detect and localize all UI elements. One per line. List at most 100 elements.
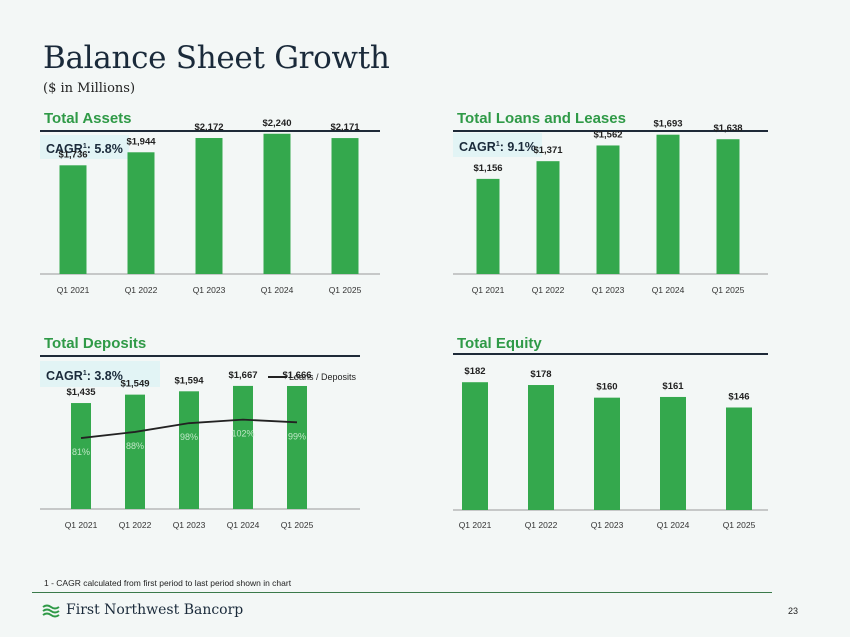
assets-cagr-sup: 1 <box>82 143 87 150</box>
deposits-rule <box>40 355 360 357</box>
loans-tick-label: Q1 2024 <box>652 285 685 295</box>
loans-tick-label: Q1 2023 <box>592 285 625 295</box>
footer-rule <box>32 592 772 593</box>
assets-tick-label: Q1 2025 <box>329 285 362 295</box>
deposits-cagr: CAGR1: 3.8% <box>40 361 160 387</box>
deposits-tick-label: Q1 2023 <box>173 520 206 530</box>
deposits-ratio-label: 88% <box>126 441 144 451</box>
deposits-tick-label: Q1 2024 <box>227 520 260 530</box>
loans-value-label: $1,638 <box>713 123 742 134</box>
deposits-tick-label: Q1 2021 <box>65 520 98 530</box>
equity-value-label: $182 <box>464 366 485 377</box>
deposits-tick-label: Q1 2025 <box>281 520 314 530</box>
loans-bar <box>476 178 500 274</box>
loans-tick-label: Q1 2021 <box>472 285 505 295</box>
deposits-legend-label: Loans / Deposits <box>289 372 357 382</box>
equity-tick-label: Q1 2025 <box>723 520 756 530</box>
deposits-ratio-label: 102% <box>231 429 254 439</box>
company-name: First Northwest Bancorp <box>66 602 244 618</box>
deposits-cagr-value: : 3.8% <box>86 369 123 384</box>
assets-cagr-label: CAGR <box>46 142 83 157</box>
equity-title: Total Equity <box>457 335 542 352</box>
equity-bar <box>528 385 554 510</box>
loans-rule <box>453 130 768 132</box>
assets-title: Total Assets <box>44 110 132 127</box>
assets-value-label: $1,944 <box>126 136 156 147</box>
loans-bar <box>716 139 740 274</box>
deposits-value-label: $1,594 <box>174 375 204 386</box>
company-logo: First Northwest Bancorp <box>42 602 243 618</box>
loans-tick-label: Q1 2025 <box>712 285 745 295</box>
assets-panel: Total Assets CAGR1: 5.8% $1,736 Q1 2021 $1… <box>40 110 380 300</box>
assets-tick-label: Q1 2024 <box>261 285 294 295</box>
equity-rule <box>453 353 768 355</box>
equity-value-label: $161 <box>662 381 684 392</box>
assets-bar <box>127 152 155 274</box>
deposits-ratio-label: 81% <box>72 447 90 457</box>
loans-value-label: $1,371 <box>533 145 563 156</box>
equity-value-label: $178 <box>530 369 551 380</box>
assets-tick-label: Q1 2021 <box>57 285 90 295</box>
deposits-ratio-label: 99% <box>288 431 306 441</box>
equity-bar <box>726 407 752 510</box>
page-number: 23 <box>788 606 799 616</box>
wave-icon <box>42 604 60 618</box>
deposits-tick-label: Q1 2022 <box>119 520 152 530</box>
loans-value-label: $1,156 <box>473 163 502 174</box>
loans-bar <box>536 161 560 274</box>
loans-cagr: CAGR1: 9.1% <box>453 133 542 157</box>
assets-chart: $1,736 Q1 2021 $1,944 Q1 2022 $2,172 Q1 2023 $… <box>40 118 380 295</box>
assets-tick-label: Q1 2022 <box>125 285 158 295</box>
loans-panel: Total Loans and Leases CAGR1: 9.1% $1,15… <box>453 110 768 300</box>
deposits-bar <box>71 403 91 509</box>
assets-tick-label: Q1 2023 <box>193 285 226 295</box>
equity-bar <box>462 382 488 510</box>
loans-title: Total Loans and Leases <box>457 110 626 127</box>
deposits-value-label: $1,435 <box>66 387 96 398</box>
deposits-title: Total Deposits <box>44 335 147 352</box>
loans-bar <box>656 134 680 274</box>
deposits-cagr-label: CAGR <box>46 369 83 384</box>
assets-bar <box>331 138 359 274</box>
equity-value-label: $146 <box>728 391 749 402</box>
deposits-bar <box>125 394 145 509</box>
loans-cagr-sup: 1 <box>495 141 500 148</box>
equity-bar <box>660 396 686 510</box>
equity-tick-label: Q1 2023 <box>591 520 624 530</box>
deposits-bar <box>179 391 199 509</box>
loans-cagr-value: : 9.1% <box>499 140 536 155</box>
deposits-value-label: $1,666 <box>282 370 311 381</box>
loans-bar <box>596 145 620 274</box>
assets-value-label: $2,172 <box>194 122 223 133</box>
deposits-bar <box>287 385 307 509</box>
assets-bar <box>59 165 87 274</box>
equity-bar <box>594 397 620 510</box>
deposits-chart: $1,435 Q1 2021 $1,549 Q1 2022 $1,594 Q1 2023 $… <box>40 370 360 530</box>
equity-tick-label: Q1 2024 <box>657 520 690 530</box>
assets-value-label: $2,171 <box>330 122 360 133</box>
deposits-panel: Total Deposits CAGR1: 3.8% $1,435 Q1 2021… <box>40 335 360 535</box>
loans-chart: $1,156 Q1 2021 $1,371 Q1 2022 $1,562 Q1 2023 $… <box>453 119 768 295</box>
loans-value-label: $1,562 <box>593 129 622 140</box>
assets-cagr: CAGR1: 5.8% <box>40 135 129 159</box>
deposits-value-label: $1,549 <box>120 379 149 390</box>
loans-tick-label: Q1 2022 <box>532 285 565 295</box>
assets-value-label: $2,240 <box>262 118 291 129</box>
footnote: 1 - CAGR calculated from first period to… <box>44 578 292 588</box>
equity-panel: Total Equity $182 Q1 2021 $178 Q1 2022 $160 Q… <box>453 335 768 535</box>
page-subtitle: ($ in Millions) <box>43 81 136 96</box>
page-title: Balance Sheet Growth <box>43 40 390 76</box>
assets-cagr-value: : 5.8% <box>86 142 123 157</box>
assets-rule <box>40 130 380 132</box>
assets-value-label: $1,736 <box>58 149 87 160</box>
equity-value-label: $160 <box>596 382 617 393</box>
equity-tick-label: Q1 2021 <box>459 520 492 530</box>
deposits-value-label: $1,667 <box>228 370 257 381</box>
equity-chart: $182 Q1 2021 $178 Q1 2022 $160 Q1 2023 $161 Q1 … <box>453 366 768 530</box>
assets-bar <box>263 133 291 274</box>
loans-value-label: $1,693 <box>653 119 682 130</box>
assets-bar <box>195 138 223 274</box>
deposits-cagr-sup: 1 <box>82 370 87 377</box>
equity-tick-label: Q1 2022 <box>525 520 558 530</box>
deposits-ratio-line <box>80 418 298 439</box>
